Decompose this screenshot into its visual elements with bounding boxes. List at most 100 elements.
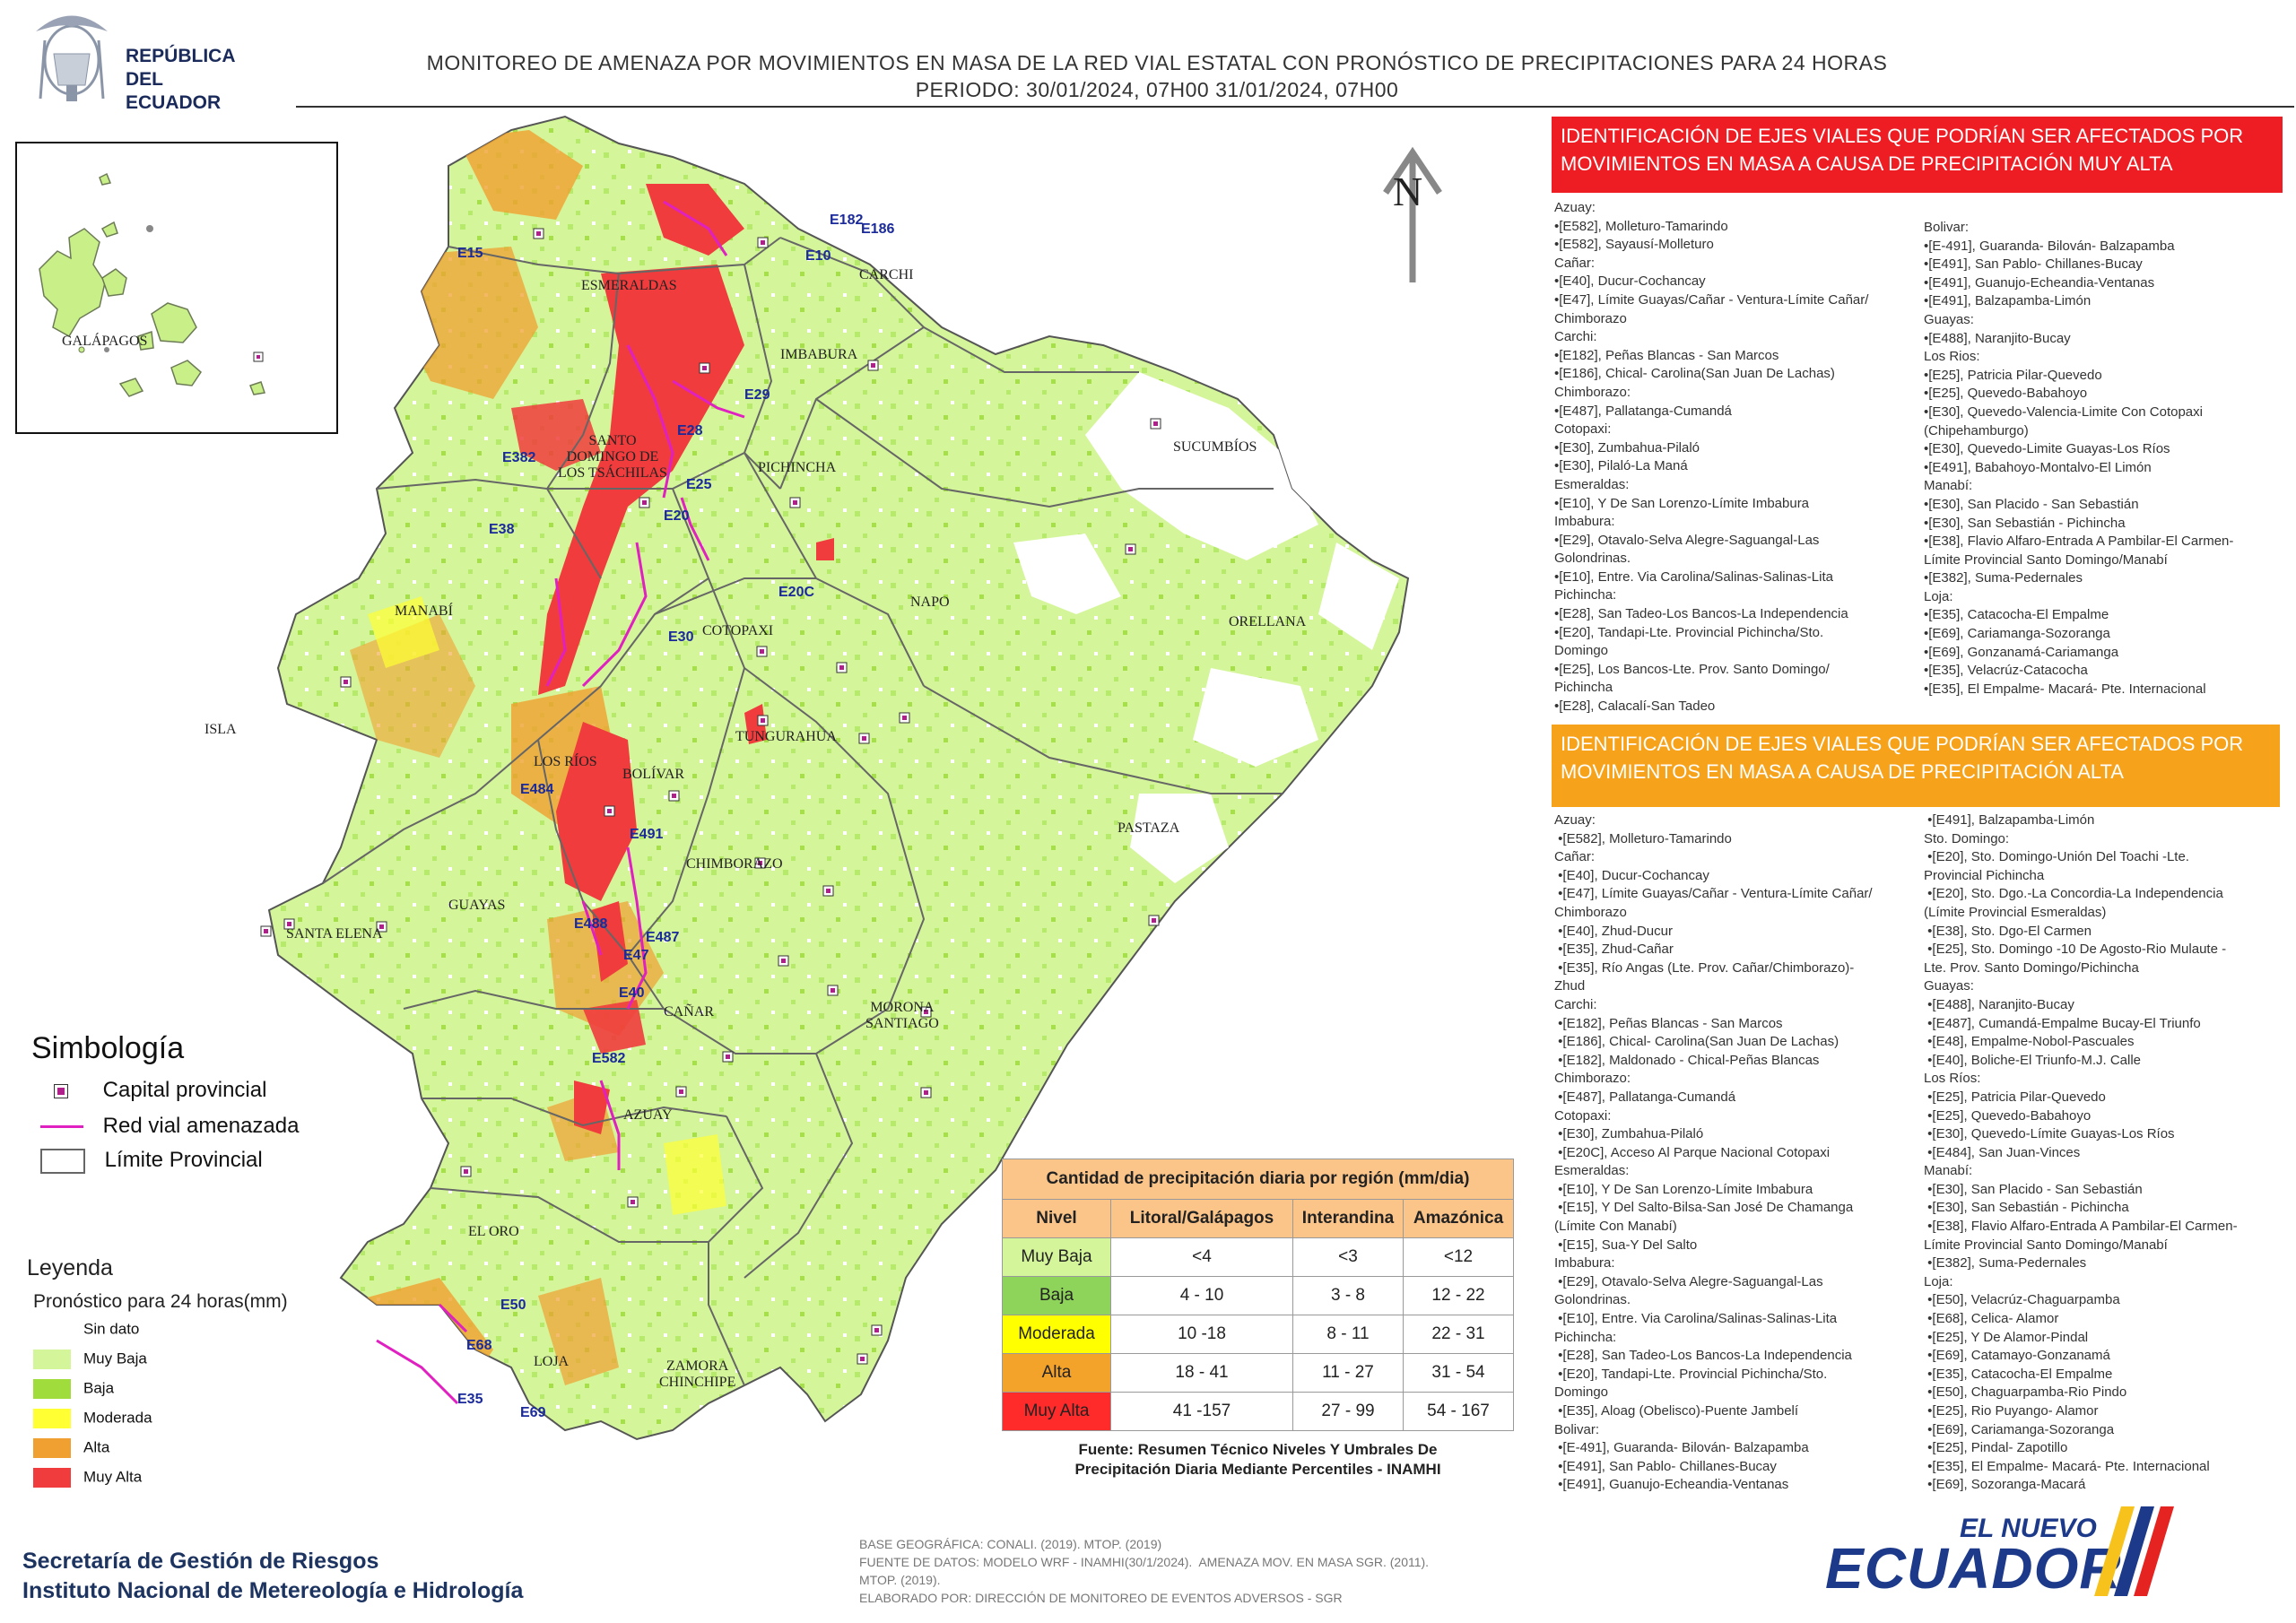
galapagos-inset: GALÁPAGOS	[15, 142, 338, 434]
legend-swatch	[33, 1409, 71, 1428]
precip-value: 4 - 10	[1110, 1276, 1293, 1315]
flag-stripes-icon	[2094, 1506, 2174, 1596]
road-label: E186	[861, 221, 894, 237]
border-icon	[40, 1148, 85, 1174]
road-label: E20C	[778, 585, 814, 600]
province-label: MORONA SANTIAGO	[865, 1000, 939, 1031]
road-label: E69	[520, 1405, 546, 1420]
road-list-item: •[E491], Balzapamba-Limón	[1924, 293, 2092, 309]
road-labels: E15 E10 E182 E186 E29 E28 E382 E38 E25 E…	[457, 213, 894, 1420]
road-list-item: Domingo	[1554, 643, 1609, 659]
road-list-item: •[E30], Quevedo-Valencia-Limite Con Coto…	[1924, 404, 2203, 420]
road-list-item: •[E20], Tandapi-Lte. Provincial Pichinch…	[1554, 1366, 1828, 1382]
legend-label: Muy Baja	[83, 1350, 147, 1367]
road-list-item: •[E488], Naranjito-Bucay	[1924, 330, 2071, 346]
road-list-item: •[E68], Celica- Alamor	[1924, 1311, 2059, 1327]
road-list-item: •[E40], Boliche-El Triunfo-M.J. Calle	[1924, 1052, 2142, 1068]
road-list-item: •[E69], Gonzanamá-Cariamanga	[1924, 644, 2119, 660]
road-list-item: Azuay:	[1554, 200, 1596, 215]
precip-value: 22 - 31	[1403, 1315, 1514, 1354]
legend-label: Baja	[83, 1379, 115, 1397]
panel-alta-title: IDENTIFICACIÓN DE EJES VIALES QUE PODRÍA…	[1561, 733, 2244, 783]
road-list-item: •[E25], Pindal- Zapotillo	[1924, 1440, 2068, 1456]
road-label: E382	[502, 450, 535, 465]
road-list-item: •[E186], Chical- Carolina(San Juan De La…	[1554, 1034, 1839, 1050]
road-list-item: •[E-491], Guaranda- Bilován- Balzapamba	[1924, 238, 2175, 254]
galapagos-map	[39, 172, 265, 397]
road-list-item: •[E25], Los Bancos-Lte. Prov. Santo Domi…	[1554, 661, 1830, 677]
legend-label: Moderada	[83, 1409, 152, 1427]
road-list-item: •[E35], Río Angas (Lte. Prov. Cañar/Chim…	[1554, 959, 1855, 976]
precip-value: <4	[1110, 1237, 1293, 1277]
legend-item: Sin dato	[33, 1320, 152, 1350]
road-list-item: •[E182], Maldonado - Chical-Peñas Blanca…	[1554, 1052, 1820, 1068]
precip-value: 27 - 99	[1292, 1392, 1404, 1431]
north-label: N	[1393, 169, 1423, 214]
road-list-item: Los Ríos:	[1924, 1071, 1981, 1087]
road-list-item: •[E47], Límite Guayas/Cañar - Ventura-Lí…	[1554, 886, 1873, 902]
precip-value: 18 - 41	[1110, 1353, 1293, 1393]
road-list-item: •[E35], Catacocha-El Empalme	[1924, 607, 2109, 623]
road-label: E47	[623, 948, 649, 963]
precip-level: Muy Baja	[1002, 1237, 1111, 1277]
road-list-item: •[E25], Rio Puyango- Alamor	[1924, 1403, 2099, 1419]
road-label: E68	[466, 1338, 492, 1353]
road-list-item: •[E47], Límite Guayas/Cañar - Ventura-Lí…	[1554, 291, 1869, 308]
road-list-item: (Límite Provincial Esmeraldas)	[1924, 904, 2107, 920]
road-list-item: •[E35], Zhud-Cañar	[1554, 942, 1674, 958]
provincial-capitals	[260, 228, 1161, 1365]
province-label: PICHINCHA	[758, 460, 837, 475]
road-list-item: •[E50], Chaguarpamba-Rio Pindo	[1924, 1384, 2127, 1401]
precip-value: 54 - 167	[1403, 1392, 1514, 1431]
road-list-item: Límite Provincial Santo Domingo/Manabí	[1924, 551, 2168, 568]
legend-swatch	[33, 1379, 71, 1399]
province-label: COTOPAXI	[702, 623, 774, 638]
legend-swatch	[33, 1350, 71, 1369]
road-list-item: Domingo	[1554, 1384, 1609, 1401]
road-list-item: •[E30], Zumbahua-Pilaló	[1554, 439, 1700, 456]
road-list-item: •[E30], San Sebastián - Pichincha	[1924, 1200, 2129, 1216]
provincial-borders	[322, 237, 1283, 1386]
province-label: CAÑAR	[664, 1004, 715, 1020]
province-label: NAPO	[910, 595, 950, 610]
legend-swatch	[33, 1468, 71, 1488]
road-list-item: Cañar:	[1554, 255, 1596, 271]
north-arrow-icon	[1383, 146, 1442, 282]
road-list-item: •[E20C], Acceso Al Parque Nacional Cotop…	[1554, 1144, 1831, 1160]
road-label: E29	[744, 387, 770, 403]
province-label: MANABÍ	[395, 603, 453, 619]
road-list-item: •[E487], Pallatanga-Cumandá	[1554, 403, 1732, 419]
legend-label: Sin dato	[83, 1320, 140, 1338]
road-list-item: Esmeraldas:	[1554, 476, 1630, 492]
republic-logo-text: REPÚBLICA DEL ECUADOR	[126, 46, 236, 113]
symbol-capital: Capital provincial	[54, 1078, 266, 1103]
panel-muy-alta-title: IDENTIFICACIÓN DE EJES VIALES QUE PODRÍA…	[1561, 125, 2244, 175]
road-list-item: •[E30], San Placido - San Sebastián	[1924, 1181, 2143, 1197]
leyenda-subtitle: Pronóstico para 24 horas(mm)	[33, 1291, 288, 1312]
road-list-item: Azuay:	[1554, 812, 1596, 828]
road-list-item: Carchi:	[1554, 996, 1597, 1012]
road-list-item: Límite Provincial Santo Domingo/Manabí	[1924, 1237, 2168, 1253]
title-line-1: MONITOREO DE AMENAZA POR MOVIMIENTOS EN …	[426, 51, 1888, 74]
footer-org: Secretaría de Gestión de Riesgos Institu…	[22, 1549, 524, 1603]
province-label: LOS RÍOS	[534, 754, 597, 769]
province-label: SANTO DOMINGO DE LOS TSÁCHILAS	[558, 433, 667, 481]
road-list-item: Zhud	[1554, 978, 1586, 994]
panel-alta-col1: Azuay: •[E582], Molleturo-Tamarindo Cañar…	[1554, 812, 1873, 1495]
road-list-item: •[E25], Quevedo-Babahoyo	[1924, 386, 2088, 402]
road-list-item: Chimborazo	[1554, 904, 1627, 920]
precip-value: 8 - 11	[1292, 1315, 1404, 1354]
credit-line: FUENTE DE DATOS: MODELO WRF - INAMHI(30/…	[859, 1555, 1430, 1569]
precip-row: Muy Baja <4 <3 <12	[1002, 1237, 1514, 1277]
road-list-item: (Chipehamburgo)	[1924, 422, 2029, 438]
road-list-item: •[E35], Velacrúz-Catacocha	[1924, 663, 2088, 679]
road-list-item: •[E491], San Pablo- Chillanes-Bucay	[1554, 1458, 1777, 1474]
road-list-item: •[E20], Tandapi-Lte. Provincial Pichinch…	[1554, 624, 1824, 640]
road-list-item: •[E40], Ducur-Cochancay	[1554, 273, 1706, 290]
precip-value: 3 - 8	[1292, 1276, 1404, 1315]
road-list-item: •[E491], San Pablo- Chillanes-Bucay	[1924, 256, 2143, 273]
road-label: E28	[677, 423, 703, 438]
road-label: E20	[664, 508, 690, 524]
road-list-item: Chimborazo:	[1554, 1071, 1631, 1087]
precip-header: Amazónica	[1403, 1199, 1514, 1238]
